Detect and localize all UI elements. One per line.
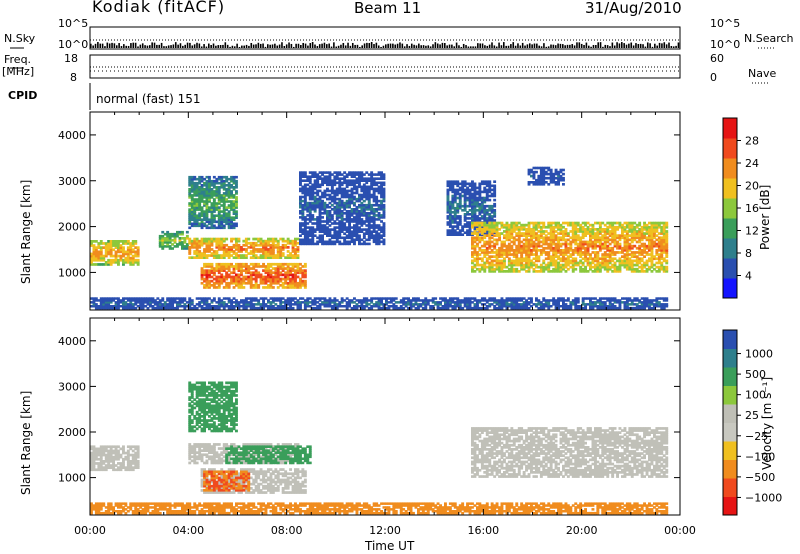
beam-title: Beam 11 — [354, 0, 422, 17]
station-title: Kodiak (fitACF) — [92, 0, 226, 16]
xtick-label: 16:00 — [467, 524, 499, 537]
power-colorbar-swatch — [723, 138, 737, 159]
nsearch-label: N.Search — [744, 32, 794, 45]
xtick-label: 04:00 — [172, 524, 204, 537]
power-echo-region — [471, 221, 669, 273]
power-colorbar-swatch — [723, 158, 737, 179]
velocity-colorbar-tick-label: −100 — [745, 450, 775, 463]
xtick-label: 12:00 — [369, 524, 401, 537]
noise-right-tick-low: 10^0 — [710, 38, 741, 51]
power-colorbar-swatch — [723, 218, 737, 239]
noise-right-tick-high: 10^5 — [710, 17, 741, 30]
velocity-colorbar-tick-label: 100 — [745, 389, 766, 402]
cpid-label: CPID — [8, 89, 38, 102]
xtick-label: 00:00 — [74, 524, 106, 537]
velocity-echoes — [90, 381, 669, 515]
power-echo-region — [188, 175, 238, 230]
velocity-echo-region — [203, 470, 251, 492]
velocity-colorbar-swatch — [723, 496, 737, 516]
freq-tick-low: 8 — [70, 71, 77, 84]
velocity-colorbar-swatch — [723, 367, 737, 386]
date-title: 31/Aug/2010 — [585, 0, 682, 17]
power-echoes — [90, 166, 669, 310]
velocity-colorbar-label: Velocity [m s⁻¹] — [760, 376, 774, 470]
velocity-colorbar-swatch — [723, 330, 737, 349]
power-colorbar-tick-label: 16 — [745, 202, 759, 215]
power-echo-region — [299, 171, 386, 246]
power-echo-region — [527, 166, 565, 186]
xaxis-label: Time UT — [365, 539, 415, 553]
velocity-ytick-label: 3000 — [58, 380, 86, 393]
power-colorbar-tick-label: 28 — [745, 135, 759, 148]
velocity-plot-bg — [90, 318, 680, 515]
power-colorbar — [723, 118, 737, 299]
power-colorbar-tick-label: 4 — [745, 270, 752, 283]
velocity-colorbar-tick-label: −25 — [745, 430, 768, 443]
power-echo-region — [158, 230, 189, 250]
velocity-colorbar-tick-label: 1000 — [745, 348, 773, 361]
nave-tick-high: 60 — [710, 52, 724, 65]
nsky-label: N.Sky — [4, 32, 36, 45]
power-ytick-label: 2000 — [58, 221, 86, 234]
velocity-ytick-label: 4000 — [58, 335, 86, 348]
power-colorbar-tick-label: 24 — [745, 157, 759, 170]
velocity-colorbar — [723, 330, 737, 516]
velocity-echo-region — [188, 381, 238, 433]
velocity-echo-region — [225, 445, 312, 465]
velocity-colorbar-tick-label: 500 — [745, 368, 766, 381]
noise-left-tick-high: 10^5 — [58, 17, 89, 30]
xtick-label: 20:00 — [566, 524, 598, 537]
velocity-echo-region — [471, 427, 669, 478]
power-echo-region — [90, 297, 669, 310]
power-ytick-label: 4000 — [58, 129, 86, 142]
xtick-label: 08:00 — [271, 524, 303, 537]
power-colorbar-swatch — [723, 118, 737, 139]
velocity-colorbar-swatch — [723, 348, 737, 368]
power-colorbar-label: Power [dB] — [758, 184, 772, 250]
velocity-colorbar-swatch — [723, 441, 737, 460]
velocity-colorbar-swatch — [723, 478, 737, 497]
power-colorbar-swatch — [723, 178, 737, 199]
velocity-echo-region — [90, 502, 669, 515]
freq-label-1: Freq. — [4, 53, 32, 66]
velocity-colorbar-tick-label: −1000 — [745, 491, 782, 504]
xtick-label: 00:00 — [664, 524, 696, 537]
velocity-ytick-label: 2000 — [58, 426, 86, 439]
power-ytick-label: 3000 — [58, 175, 86, 188]
freq-tick-high: 18 — [64, 52, 78, 65]
power-colorbar-tick-label: 20 — [745, 180, 759, 193]
power-colorbar-tick-label: 8 — [745, 247, 752, 260]
nsky-trace — [90, 42, 680, 48]
velocity-colorbar-frame — [722, 329, 738, 516]
power-colorbar-swatch — [723, 278, 737, 299]
velocity-colorbar-swatch — [723, 385, 737, 405]
noise-left-tick-low: 10^0 — [58, 38, 89, 51]
power-ylabel: Slant Range [km] — [19, 179, 33, 284]
velocity-colorbar-swatch — [723, 422, 737, 442]
power-ytick-label: 1000 — [58, 266, 86, 279]
power-colorbar-swatch — [723, 238, 737, 259]
power-colorbar-tick-label: 12 — [745, 225, 759, 238]
velocity-colorbar-swatch — [723, 404, 737, 423]
velocity-echo-region — [90, 445, 140, 472]
velocity-colorbar-tick-label: 25 — [745, 409, 759, 422]
cpid-value: normal (fast) 151 — [96, 92, 201, 106]
velocity-ytick-label: 1000 — [58, 472, 86, 485]
velocity-ylabel: Slant Range [km] — [19, 390, 33, 495]
velocity-colorbar-swatch — [723, 459, 737, 479]
power-colorbar-swatch — [723, 198, 737, 219]
power-echo-region — [90, 240, 140, 266]
nave-label: Nave — [748, 67, 777, 80]
nave-tick-low: 0 — [710, 71, 717, 84]
power-colorbar-swatch — [723, 258, 737, 279]
noise-panel-frame — [89, 26, 681, 50]
power-echo-region — [188, 237, 300, 259]
velocity-colorbar-tick-label: −500 — [745, 471, 775, 484]
power-echo-region — [200, 262, 307, 289]
